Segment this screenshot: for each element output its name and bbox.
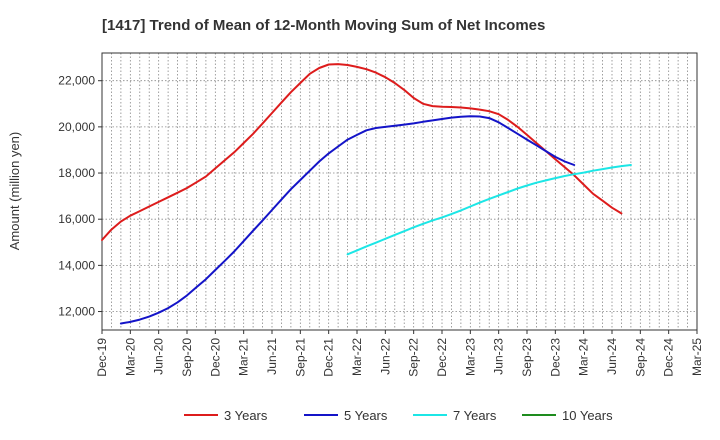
x-tick-label: Sep-23 — [520, 338, 534, 377]
x-tick-label: Mar-24 — [577, 338, 591, 376]
series-lines — [101, 63, 632, 325]
y-tick-label: 18,000 — [58, 166, 95, 180]
legend-label: 7 Years — [453, 408, 497, 423]
x-tick-label: Sep-21 — [293, 338, 307, 377]
y-tick-label: 20,000 — [58, 120, 95, 134]
series-line-2 — [119, 115, 576, 325]
series-line-3 — [346, 164, 632, 256]
x-tick-label: Mar-22 — [350, 338, 364, 376]
x-axis: Dec-19 Mar-20 Jun-20 Sep-20 Dec-20 Mar-21 Jun-… — [95, 330, 704, 377]
x-tick-label: Dec-23 — [548, 338, 562, 377]
x-tick-label: Dec-20 — [208, 338, 222, 377]
x-tick-label: Jun-20 — [152, 338, 166, 375]
x-tick-label: Sep-24 — [633, 338, 647, 377]
chart-title: [1417] Trend of Mean of 12-Month Moving … — [102, 17, 545, 34]
y-tick-label: 22,000 — [58, 74, 95, 88]
grid — [102, 53, 697, 330]
series-line-1 — [101, 63, 623, 241]
y-axis-label: Amount (million yen) — [7, 132, 22, 251]
x-tick-label: Mar-20 — [123, 338, 137, 376]
x-tick-label: Dec-24 — [662, 338, 676, 377]
x-tick-label: Mar-25 — [690, 338, 704, 376]
x-tick-label: Dec-19 — [95, 338, 109, 377]
x-tick-label: Mar-23 — [463, 338, 477, 376]
legend-label: 10 Years — [562, 408, 613, 423]
x-tick-label: Dec-21 — [322, 338, 336, 377]
y-axis: 12,000 14,000 16,000 18,000 20,000 22,000 — [58, 74, 102, 319]
x-tick-label: Jun-23 — [492, 338, 506, 375]
x-tick-label: Jun-24 — [605, 338, 619, 375]
y-tick-label: 16,000 — [58, 212, 95, 226]
x-tick-label: Mar-21 — [237, 338, 251, 376]
x-tick-label: Dec-22 — [435, 338, 449, 377]
legend-label: 5 Years — [344, 408, 388, 423]
x-tick-label: Jun-22 — [378, 338, 392, 375]
plot-area — [101, 52, 698, 331]
x-tick-label: Sep-20 — [180, 338, 194, 377]
x-tick-label: Sep-22 — [407, 338, 421, 377]
x-tick-label: Jun-21 — [265, 338, 279, 375]
y-tick-label: 14,000 — [58, 258, 95, 272]
y-tick-label: 12,000 — [58, 305, 95, 319]
legend: 3 Years 5 Years 7 Years 10 Years — [184, 408, 613, 423]
legend-label: 3 Years — [224, 408, 268, 423]
